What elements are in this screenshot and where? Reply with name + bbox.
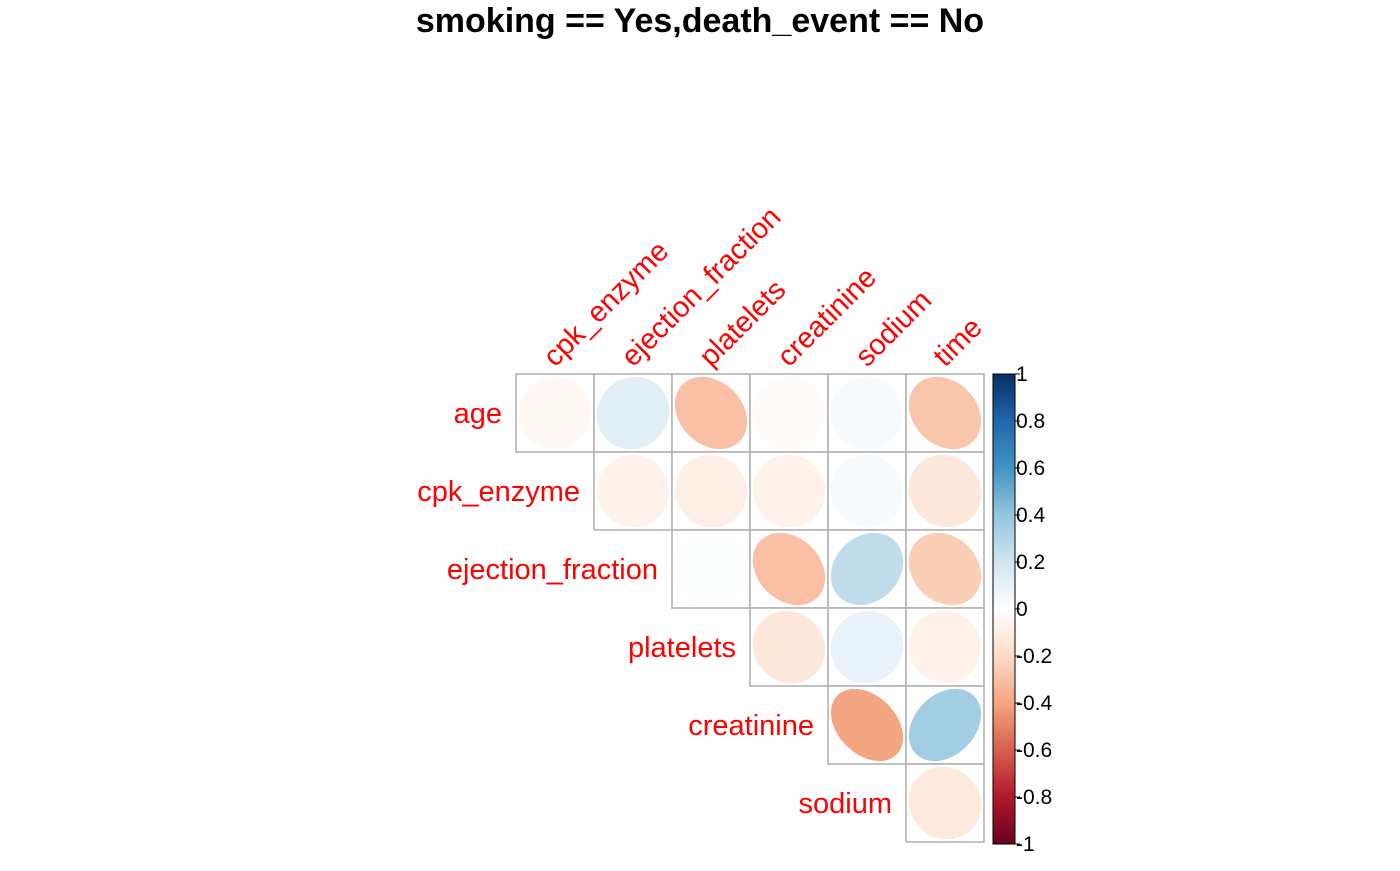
corr-ellipse-2-2 bbox=[674, 532, 748, 606]
color-bar-tick-label-9: -0.8 bbox=[1016, 786, 1052, 809]
color-bar-tick-label-4: 0.2 bbox=[1016, 551, 1045, 574]
color-bar-tick-label-3: 0.4 bbox=[1016, 504, 1046, 527]
row-label-5: sodium bbox=[799, 788, 893, 820]
column-labels: cpk_enzymeejection_fractionplateletscrea… bbox=[537, 201, 988, 373]
corr-ellipse-1-1 bbox=[596, 454, 670, 528]
row-label-0: age bbox=[454, 398, 502, 430]
row-label-2: ejection_fraction bbox=[447, 554, 658, 586]
corr-ellipse-4-5 bbox=[908, 688, 982, 762]
corr-ellipse-1-3 bbox=[752, 454, 826, 528]
chart-title: smoking == Yes,death_event == No bbox=[416, 2, 984, 40]
row-labels: age cpk_enzyme ejection_fraction platelets c… bbox=[417, 398, 892, 820]
color-bar-tick-label-5: 0 bbox=[1016, 598, 1028, 621]
corr-ellipse-0-1 bbox=[596, 376, 670, 450]
corr-ellipse-1-4 bbox=[830, 454, 904, 528]
color-bar-tick-label-7: -0.4 bbox=[1016, 692, 1053, 715]
color-legend: 1 0.8 0.6 0.4 0.2 0 -0.2 -0.4 -0.6 -0.8 -1 bbox=[992, 363, 1053, 856]
color-bar-tick-label-8: -0.6 bbox=[1016, 739, 1052, 762]
corr-ellipse-4-4 bbox=[830, 688, 904, 762]
row-label-3: platelets bbox=[628, 632, 736, 664]
corr-ellipse-0-5 bbox=[908, 376, 982, 450]
corr-ellipse-2-3 bbox=[752, 532, 826, 606]
corr-ellipse-5-5 bbox=[908, 766, 982, 840]
color-bar-tick-label-1: 0.8 bbox=[1016, 410, 1045, 433]
corr-ellipse-0-4 bbox=[830, 376, 904, 450]
corr-ellipse-3-4 bbox=[830, 610, 904, 684]
corr-ellipse-0-3 bbox=[752, 376, 826, 450]
color-bar-tick-label-0: 1 bbox=[1016, 363, 1028, 386]
color-bar bbox=[992, 373, 1016, 845]
color-bar-tick-label-10: -1 bbox=[1016, 833, 1035, 856]
col-label-5: time bbox=[927, 312, 988, 373]
row-label-4: creatinine bbox=[688, 710, 814, 742]
corr-ellipse-2-5 bbox=[908, 532, 982, 606]
row-label-1: cpk_enzyme bbox=[417, 476, 580, 508]
color-bar-tick-label-6: -0.2 bbox=[1016, 645, 1052, 668]
corr-ellipse-3-3 bbox=[752, 610, 826, 684]
correlation-cells bbox=[515, 373, 985, 843]
corr-ellipse-2-4 bbox=[830, 532, 904, 606]
corr-ellipse-0-2 bbox=[674, 376, 748, 450]
corr-ellipse-1-2 bbox=[674, 454, 748, 528]
corr-ellipse-0-0 bbox=[518, 376, 592, 450]
color-bar-tick-label-2: 0.6 bbox=[1016, 457, 1045, 480]
corr-ellipse-3-5 bbox=[908, 610, 982, 684]
corr-ellipse-1-5 bbox=[908, 454, 982, 528]
